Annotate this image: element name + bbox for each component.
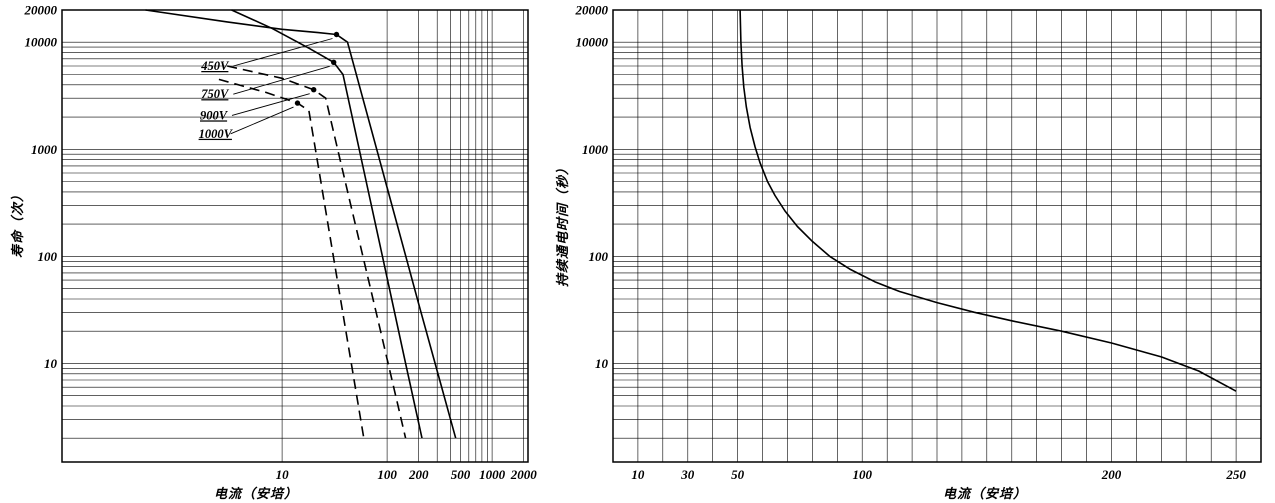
voltage-annotation-label: 900V <box>200 108 229 122</box>
voltage-annotation-label: 1000V <box>199 127 234 141</box>
x-tick-label: 100 <box>377 467 397 482</box>
y-tick-label: 1000 <box>582 142 609 157</box>
plot-frame <box>612 9 1262 463</box>
y-tick-label: 10000 <box>25 35 58 50</box>
x-tick-label: 30 <box>680 467 695 482</box>
x-tick-label: 250 <box>1225 467 1246 482</box>
curve-750V <box>231 9 423 439</box>
annotation-leader-line <box>230 106 294 135</box>
y-tick-label: 10 <box>595 356 609 371</box>
right-chart-y-axis-label: 持续通电时间（秒） <box>555 160 570 287</box>
curve-450V <box>145 9 457 439</box>
y-tick-label: 1000 <box>31 142 58 157</box>
y-tick-label: 100 <box>589 249 609 264</box>
right-chart-x-axis-label: 电流（安培） <box>943 486 1028 501</box>
curve-marker <box>311 87 317 93</box>
x-tick-label: 500 <box>451 467 471 482</box>
x-tick-label: 10 <box>276 467 290 482</box>
voltage-annotation-label: 450V <box>200 59 230 73</box>
curve-marker <box>333 31 340 38</box>
energize-time-panel: 10 30 50 100 200 250 10 100 1000 10000 20000 持续通电时… <box>545 0 1275 503</box>
x-tick-label: 10 <box>631 467 645 482</box>
left-chart-y-axis-label: 寿命（次） <box>10 187 25 258</box>
x-tick-label: 100 <box>852 467 872 482</box>
life-vs-current-chart: 10 100 200 500 1000 2000 10 100 1000 10000 20000 45… <box>0 0 545 503</box>
y-tick-label: 10 <box>44 356 58 371</box>
x-tick-label: 50 <box>731 467 745 482</box>
y-tick-label: 20000 <box>24 3 58 18</box>
x-tick-label: 1000 <box>479 467 506 482</box>
y-tick-label: 10000 <box>576 35 609 50</box>
annotation-leader-line <box>233 65 330 95</box>
y-tick-label: 20000 <box>575 3 609 18</box>
x-tick-label: 200 <box>1101 467 1122 482</box>
curve-1000V <box>218 78 365 439</box>
life-vs-current-panel: 10 100 200 500 1000 2000 10 100 1000 10000 20000 45… <box>0 0 545 503</box>
curve-900V <box>227 65 407 439</box>
curve-marker <box>331 59 337 65</box>
left-chart-x-axis-label: 电流（安培） <box>214 486 299 501</box>
x-tick-label: 2000 <box>510 467 538 482</box>
annotation-leader-line <box>231 93 310 116</box>
curve-marker <box>294 100 301 106</box>
energize-time-vs-current-chart: 10 30 50 100 200 250 10 100 1000 10000 20000 <box>545 0 1275 503</box>
annotation-leader-line <box>233 38 333 67</box>
voltage-annotation-label: 750V <box>201 87 230 101</box>
curve-持续通电时间 <box>739 9 1237 392</box>
plot-frame <box>61 9 529 463</box>
y-tick-label: 100 <box>38 249 58 264</box>
x-tick-label: 200 <box>408 467 429 482</box>
